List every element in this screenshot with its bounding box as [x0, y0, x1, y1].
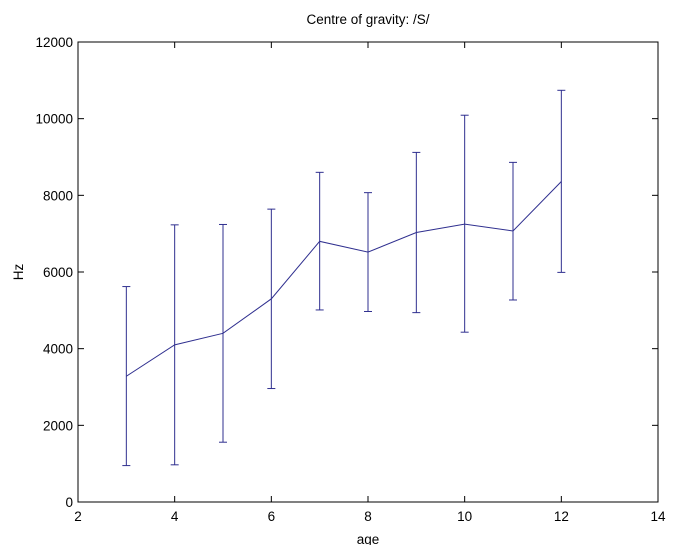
x-tick-label: 6 [268, 509, 276, 524]
y-tick-label: 2000 [43, 418, 73, 433]
y-tick-label: 6000 [43, 265, 73, 280]
y-tick-label: 12000 [35, 35, 73, 50]
x-tick-label: 8 [364, 509, 372, 524]
y-tick-label: 0 [65, 495, 73, 510]
x-tick-label: 2 [74, 509, 82, 524]
x-tick-label: 10 [457, 509, 472, 524]
series-line [126, 181, 562, 377]
y-tick-label: 4000 [43, 342, 73, 357]
x-tick-label: 4 [171, 509, 179, 524]
x-tick-label: 14 [650, 509, 666, 524]
chart-title: Centre of gravity: /S/ [306, 12, 429, 27]
x-axis-label: age [357, 532, 380, 545]
axis-ticks: 2 4 6 8 10 12 14 0 2000 4000 6000 8000 10000 12000 [35, 35, 666, 524]
y-tick-label: 8000 [43, 188, 73, 203]
y-tick-label: 10000 [35, 112, 73, 127]
y-axis-label: Hz [11, 264, 26, 281]
x-tick-label: 12 [554, 509, 569, 524]
